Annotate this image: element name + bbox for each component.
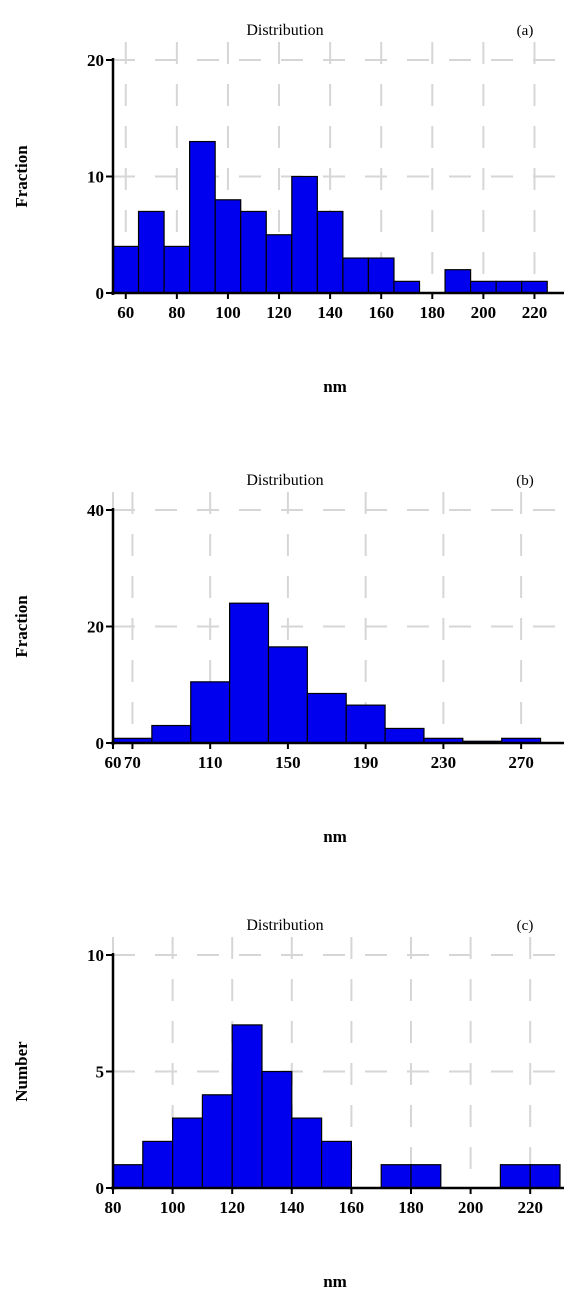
y-tick-label: 40 <box>87 501 104 520</box>
bar-1 <box>151 724 192 744</box>
histogram-svg-b: 0 20 40 60 70 110 150 190 230 270 Distribution (b) n… <box>12 472 564 846</box>
histogram-svg-c: 0 5 10 80 100 120 140 160 180 200 220 Distribution (… <box>12 917 564 1291</box>
y-axis-label: Number <box>12 1041 31 1102</box>
bar-0 <box>112 245 140 294</box>
bar-1 <box>137 210 165 294</box>
x-tick-label: 60 <box>105 753 122 772</box>
y-axis-label: Fraction <box>12 595 31 658</box>
bar-10 <box>410 1164 442 1189</box>
x-tick-label: 230 <box>431 753 457 772</box>
panel-label: (c) <box>517 918 534 934</box>
x-tick-label: 110 <box>198 753 223 772</box>
bar-8 <box>316 210 344 294</box>
histogram-panel-b: 0 20 40 60 70 110 150 190 230 270 Distribution (b) n… <box>0 450 567 870</box>
x-tick-label: 180 <box>420 303 446 322</box>
bar-2 <box>163 245 191 294</box>
bar-4 <box>231 1024 263 1189</box>
x-tick-label: 200 <box>471 303 497 322</box>
y-tick-label: 0 <box>96 734 105 753</box>
bar-6 <box>345 704 386 744</box>
y-tick-label: 0 <box>96 284 105 303</box>
bar-3 <box>201 1094 233 1189</box>
y-tick-label: 10 <box>87 946 104 965</box>
x-tick-label: 120 <box>266 303 292 322</box>
bar-5 <box>261 1070 293 1189</box>
x-tick-label: 140 <box>279 1198 305 1217</box>
bar-4 <box>267 646 308 744</box>
x-tick-label: 100 <box>160 1198 186 1217</box>
bar-2 <box>172 1117 204 1189</box>
grid <box>112 492 560 743</box>
bar-11 <box>393 280 421 294</box>
chart-title: Distribution <box>246 917 323 934</box>
y-tick-label: 5 <box>96 1063 105 1082</box>
grid <box>113 42 560 293</box>
bar-14 <box>529 1164 561 1189</box>
x-tick-label: 60 <box>117 303 134 322</box>
bar-14 <box>470 280 497 294</box>
x-tick-label: 150 <box>275 753 301 772</box>
bar-4 <box>214 199 242 294</box>
bar-6 <box>291 1117 323 1189</box>
x-tick-label: 160 <box>339 1198 365 1217</box>
bar-3 <box>189 140 216 294</box>
x-tick-label: 220 <box>517 1198 543 1217</box>
grid <box>112 937 560 1188</box>
bars <box>112 140 548 294</box>
chart-title: Distribution <box>246 22 323 39</box>
x-tick-label: 120 <box>219 1198 245 1217</box>
x-tick-label: 270 <box>508 753 534 772</box>
bar-15 <box>495 280 523 294</box>
bar-5 <box>240 210 267 294</box>
x-tick-label: 220 <box>522 303 548 322</box>
panel-label: (b) <box>516 473 534 489</box>
y-tick-label: 20 <box>87 51 104 70</box>
y-tick-label: 10 <box>87 168 104 187</box>
bar-10 <box>367 257 395 294</box>
bar-3 <box>229 602 270 744</box>
x-tick-label: 160 <box>368 303 394 322</box>
bar-13 <box>499 1164 531 1189</box>
x-axis-label: nm <box>323 1272 347 1291</box>
bars <box>112 1024 561 1189</box>
bar-7 <box>291 175 318 294</box>
x-axis-label: nm <box>323 827 347 846</box>
x-tick-label: 180 <box>398 1198 424 1217</box>
bar-7 <box>384 727 425 744</box>
histogram-panel-c: 0 5 10 80 100 120 140 160 180 200 220 Distribution (… <box>0 895 567 1315</box>
bar-5 <box>306 692 347 744</box>
bar-0 <box>112 1164 144 1189</box>
histogram-svg-a: 0 10 20 60 80 100 120 140 160 180 200 220 Distributi… <box>12 22 564 396</box>
bar-7 <box>321 1140 353 1189</box>
x-tick-label: 100 <box>215 303 241 322</box>
bar-6 <box>265 234 293 294</box>
y-tick-label: 20 <box>87 618 104 637</box>
panel-label: (a) <box>517 23 534 39</box>
bar-2 <box>190 681 231 744</box>
bar-9 <box>380 1164 412 1189</box>
y-tick-label: 0 <box>96 1179 105 1198</box>
x-tick-label: 190 <box>353 753 379 772</box>
bars <box>112 602 542 744</box>
bar-9 <box>342 257 370 294</box>
x-tick-label: 70 <box>124 753 141 772</box>
y-axis-label: Fraction <box>12 145 31 208</box>
chart-title: Distribution <box>246 472 323 489</box>
x-tick-label: 140 <box>317 303 343 322</box>
bar-13 <box>444 269 472 294</box>
histogram-panel-a: 0 10 20 60 80 100 120 140 160 180 200 220 Distributi… <box>0 0 567 420</box>
x-axis-label: nm <box>323 377 347 396</box>
bar-1 <box>142 1140 174 1189</box>
bar-16 <box>521 280 548 294</box>
x-tick-label: 80 <box>105 1198 122 1217</box>
x-tick-label: 200 <box>458 1198 484 1217</box>
x-tick-label: 80 <box>168 303 185 322</box>
